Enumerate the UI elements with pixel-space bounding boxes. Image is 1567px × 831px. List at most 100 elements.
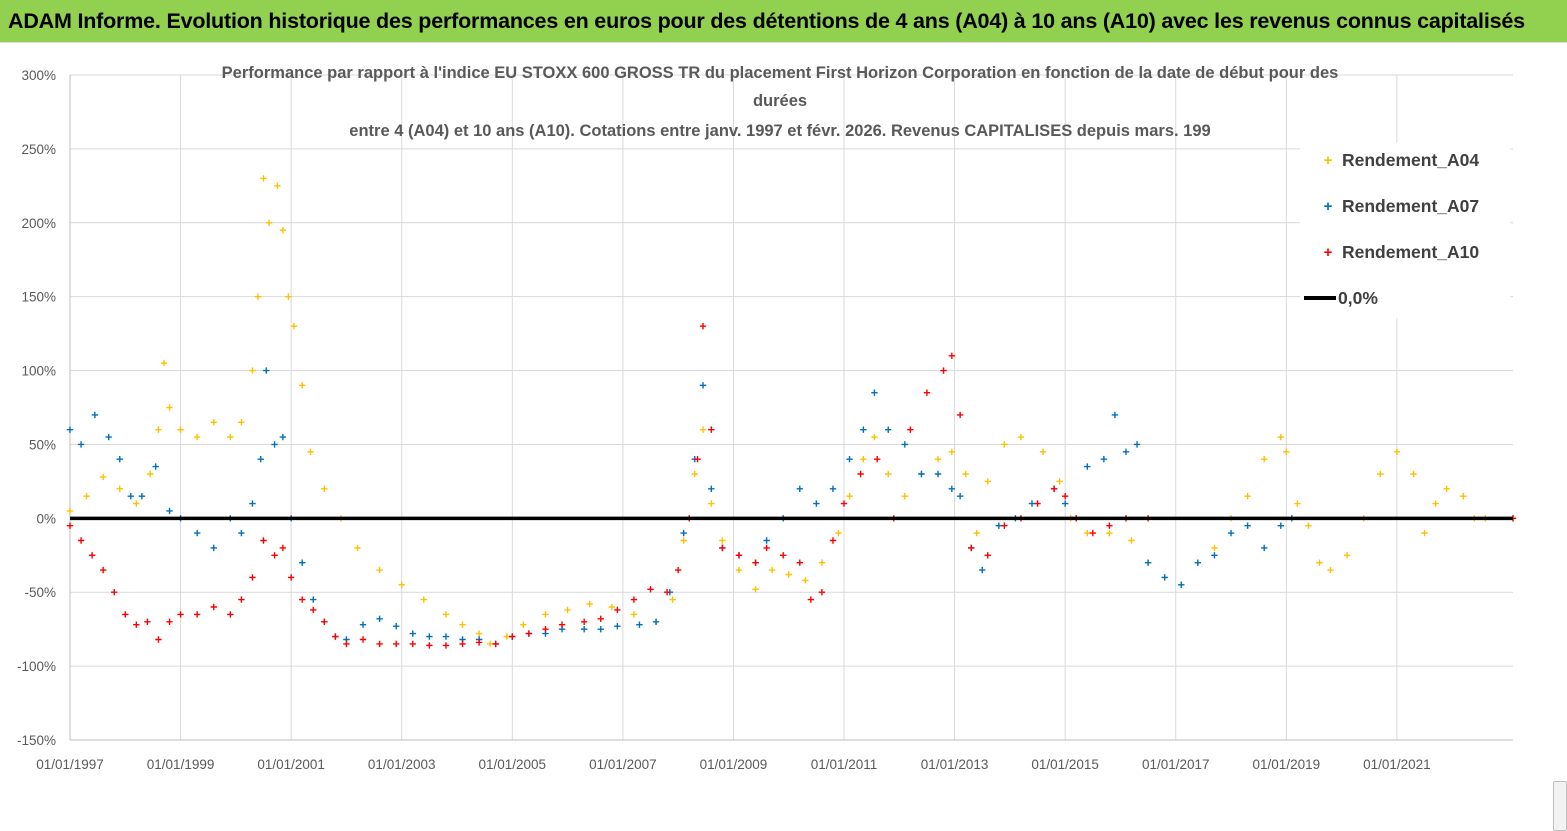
x-axis-ticks: 01/01/1997 01/01/1999 01/01/2001 01/01/2003… <box>36 757 1430 772</box>
point-a04 <box>442 611 450 618</box>
x-tick-label: 01/01/2003 <box>368 757 436 772</box>
point-a07 <box>1084 463 1091 470</box>
series-a10 <box>66 323 1517 649</box>
legend-label-a07: Rendement_A07 <box>1342 195 1480 216</box>
point-a10 <box>558 621 566 628</box>
point-a04 <box>1277 433 1284 441</box>
point-a07 <box>66 426 74 433</box>
point-a07 <box>956 492 964 500</box>
point-a10 <box>376 640 383 648</box>
point-a07 <box>392 623 400 630</box>
point-a10 <box>144 618 151 625</box>
point-a10 <box>694 456 701 463</box>
point-a04 <box>83 492 90 500</box>
x-tick-label: 01/01/2021 <box>1363 757 1431 772</box>
point-a07 <box>1133 441 1141 448</box>
point-a07 <box>652 618 660 625</box>
point-a04 <box>1001 441 1008 448</box>
y-tick-label: -100% <box>17 659 56 674</box>
legend-marker-a04: + <box>1323 151 1333 169</box>
point-a07 <box>376 615 383 623</box>
point-a04 <box>871 433 878 441</box>
chart-title-line-3: entre 4 (A04) et 10 ans (A10). Cotations… <box>349 122 1211 140</box>
point-a07 <box>257 456 264 463</box>
point-a04 <box>265 219 273 226</box>
point-a07 <box>813 500 820 507</box>
series-layer <box>66 175 1517 649</box>
point-a07 <box>271 441 278 448</box>
point-a04 <box>846 492 853 500</box>
point-a10 <box>442 642 450 649</box>
point-a10 <box>122 611 129 618</box>
point-a04 <box>210 419 217 426</box>
point-a04 <box>1294 500 1301 507</box>
point-a04 <box>708 500 715 507</box>
point-a04 <box>1443 485 1450 492</box>
point-a10 <box>829 537 837 544</box>
point-a07 <box>763 537 770 544</box>
point-a10 <box>392 640 400 648</box>
point-a04 <box>238 419 245 426</box>
y-tick-label: 250% <box>21 142 56 157</box>
y-tick-label: 200% <box>21 216 56 231</box>
point-a04 <box>680 537 687 544</box>
chart-title-line-2: durées <box>752 92 808 110</box>
point-a07 <box>279 433 287 441</box>
point-a10 <box>227 611 234 618</box>
point-a04 <box>735 566 743 574</box>
point-a07 <box>91 411 99 419</box>
point-a04 <box>520 621 527 628</box>
series-a07 <box>66 367 1296 648</box>
point-a10 <box>940 367 947 374</box>
point-a04 <box>1244 492 1251 500</box>
point-a07 <box>426 633 433 640</box>
point-a10 <box>647 586 654 593</box>
point-a10 <box>1050 485 1058 492</box>
x-tick-label: 01/01/1997 <box>36 757 104 772</box>
point-a10 <box>735 552 743 559</box>
point-a07 <box>249 500 256 507</box>
point-a04 <box>835 529 842 537</box>
resize-handle[interactable] <box>1553 781 1567 831</box>
banner-title: ADAM Informe. Evolution historique des p… <box>8 8 1525 33</box>
point-a04 <box>133 500 140 507</box>
point-a04 <box>1084 529 1091 537</box>
point-a10 <box>948 352 956 359</box>
point-a07 <box>138 492 146 500</box>
grid-layer <box>69 74 1513 741</box>
point-a07 <box>116 456 123 463</box>
point-a10 <box>907 426 914 433</box>
point-a04 <box>1410 470 1417 478</box>
point-a04 <box>608 603 616 611</box>
point-a07 <box>359 621 367 628</box>
point-a07 <box>1261 544 1268 552</box>
point-a04 <box>227 433 234 441</box>
point-a10 <box>956 411 964 419</box>
point-a10 <box>614 606 621 614</box>
point-a10 <box>310 606 317 614</box>
point-a04 <box>193 433 201 441</box>
point-a04 <box>962 470 969 478</box>
point-a04 <box>1305 522 1312 529</box>
point-a10 <box>1061 492 1069 500</box>
point-a10 <box>343 640 350 648</box>
point-a04 <box>564 606 571 614</box>
point-a07 <box>1122 448 1130 456</box>
point-a10 <box>409 640 416 648</box>
x-tick-label: 01/01/2013 <box>921 757 989 772</box>
legend-label-a10: Rendement_A10 <box>1342 241 1480 262</box>
point-a10 <box>818 589 826 596</box>
point-a10 <box>332 633 339 640</box>
point-a10 <box>780 552 787 559</box>
x-tick-label: 01/01/1999 <box>147 757 215 772</box>
point-a07 <box>1227 529 1235 537</box>
point-a04 <box>1460 492 1467 500</box>
point-a04 <box>285 293 292 300</box>
point-a10 <box>492 640 499 648</box>
point-a07 <box>442 633 450 640</box>
point-a04 <box>260 175 267 182</box>
point-a04 <box>1327 566 1334 574</box>
point-a07 <box>636 621 643 628</box>
point-a10 <box>984 552 991 559</box>
point-a10 <box>699 323 707 330</box>
